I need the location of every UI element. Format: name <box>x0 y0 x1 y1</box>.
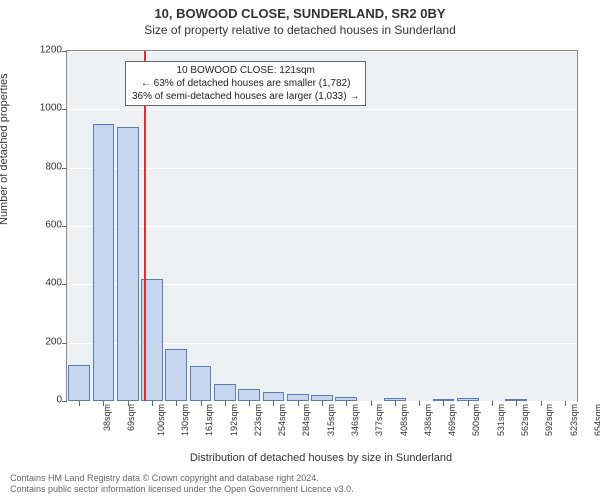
x-tick-mark <box>443 401 444 406</box>
histogram-bar <box>117 127 139 401</box>
x-tick-mark <box>225 401 226 406</box>
x-tick-label: 69sqm <box>126 404 136 431</box>
chart-container: { "chart": { "type": "histogram", "title… <box>0 0 600 500</box>
x-tick-mark <box>419 401 420 406</box>
x-tick-label: 469sqm <box>447 404 457 436</box>
chart-subtitle: Size of property relative to detached ho… <box>0 21 600 37</box>
y-tick-mark <box>62 343 67 344</box>
y-tick-mark <box>62 226 67 227</box>
x-tick-label: 223sqm <box>253 404 263 436</box>
x-tick-mark <box>492 401 493 406</box>
histogram-bar <box>238 389 260 401</box>
y-tick-mark <box>62 51 67 52</box>
y-tick-mark <box>62 401 67 402</box>
x-tick-mark <box>395 401 396 406</box>
x-tick-label: 531sqm <box>496 404 506 436</box>
x-tick-mark <box>176 401 177 406</box>
x-tick-mark <box>541 401 542 406</box>
x-tick-mark <box>371 401 372 406</box>
x-tick-mark <box>322 401 323 406</box>
histogram-bar <box>263 392 285 401</box>
y-tick-label: 1000 <box>22 103 62 114</box>
y-tick-label: 0 <box>22 395 62 406</box>
x-tick-label: 346sqm <box>350 404 360 436</box>
x-tick-mark <box>565 401 566 406</box>
y-axis-label: Number of detached properties <box>0 73 10 225</box>
x-tick-label: 38sqm <box>102 404 112 431</box>
x-tick-mark <box>298 401 299 406</box>
x-tick-mark <box>346 401 347 406</box>
x-tick-label: 192sqm <box>229 404 239 436</box>
histogram-bar <box>287 394 309 401</box>
x-tick-mark <box>516 401 517 406</box>
y-tick-label: 200 <box>22 336 62 347</box>
y-tick-label: 1200 <box>22 45 62 56</box>
x-tick-label: 408sqm <box>399 404 409 436</box>
y-tick-label: 400 <box>22 278 62 289</box>
histogram-bar <box>214 384 236 402</box>
histogram-bar <box>68 365 90 401</box>
annotation-box: 10 BOWOOD CLOSE: 121sqm← 63% of detached… <box>125 61 366 106</box>
histogram-bar <box>190 366 212 401</box>
x-tick-mark <box>201 401 202 406</box>
annotation-line: ← 63% of detached houses are smaller (1,… <box>132 77 359 90</box>
y-tick-mark <box>62 284 67 285</box>
x-tick-mark <box>468 401 469 406</box>
y-tick-mark <box>62 109 67 110</box>
chart-title: 10, BOWOOD CLOSE, SUNDERLAND, SR2 0BY <box>0 0 600 21</box>
x-tick-label: 623sqm <box>569 404 579 436</box>
x-tick-label: 161sqm <box>204 404 214 436</box>
x-tick-label: 438sqm <box>423 404 433 436</box>
histogram-bar <box>93 124 115 401</box>
x-tick-label: 654sqm <box>593 404 600 436</box>
x-tick-label: 284sqm <box>301 404 311 436</box>
footer-line-1: Contains HM Land Registry data © Crown c… <box>10 473 354 484</box>
y-tick-mark <box>62 168 67 169</box>
x-tick-label: 562sqm <box>520 404 530 436</box>
x-tick-mark <box>249 401 250 406</box>
annotation-line: 36% of semi-detached houses are larger (… <box>132 90 359 103</box>
x-tick-label: 500sqm <box>471 404 481 436</box>
x-tick-label: 130sqm <box>180 404 190 436</box>
x-tick-mark <box>79 401 80 406</box>
x-tick-label: 315sqm <box>326 404 336 436</box>
x-tick-mark <box>273 401 274 406</box>
x-tick-label: 100sqm <box>156 404 166 436</box>
x-tick-label: 592sqm <box>544 404 554 436</box>
x-tick-mark <box>152 401 153 406</box>
plot-area: 10 BOWOOD CLOSE: 121sqm← 63% of detached… <box>66 50 578 402</box>
annotation-line: 10 BOWOOD CLOSE: 121sqm <box>132 64 359 77</box>
x-tick-label: 254sqm <box>277 404 287 436</box>
y-tick-label: 600 <box>22 220 62 231</box>
histogram-bar <box>165 349 187 402</box>
y-tick-label: 800 <box>22 161 62 172</box>
footer-line-2: Contains public sector information licen… <box>10 484 354 495</box>
footer-attribution: Contains HM Land Registry data © Crown c… <box>10 473 354 495</box>
x-tick-label: 377sqm <box>374 404 384 436</box>
x-axis-label: Distribution of detached houses by size … <box>66 452 576 464</box>
